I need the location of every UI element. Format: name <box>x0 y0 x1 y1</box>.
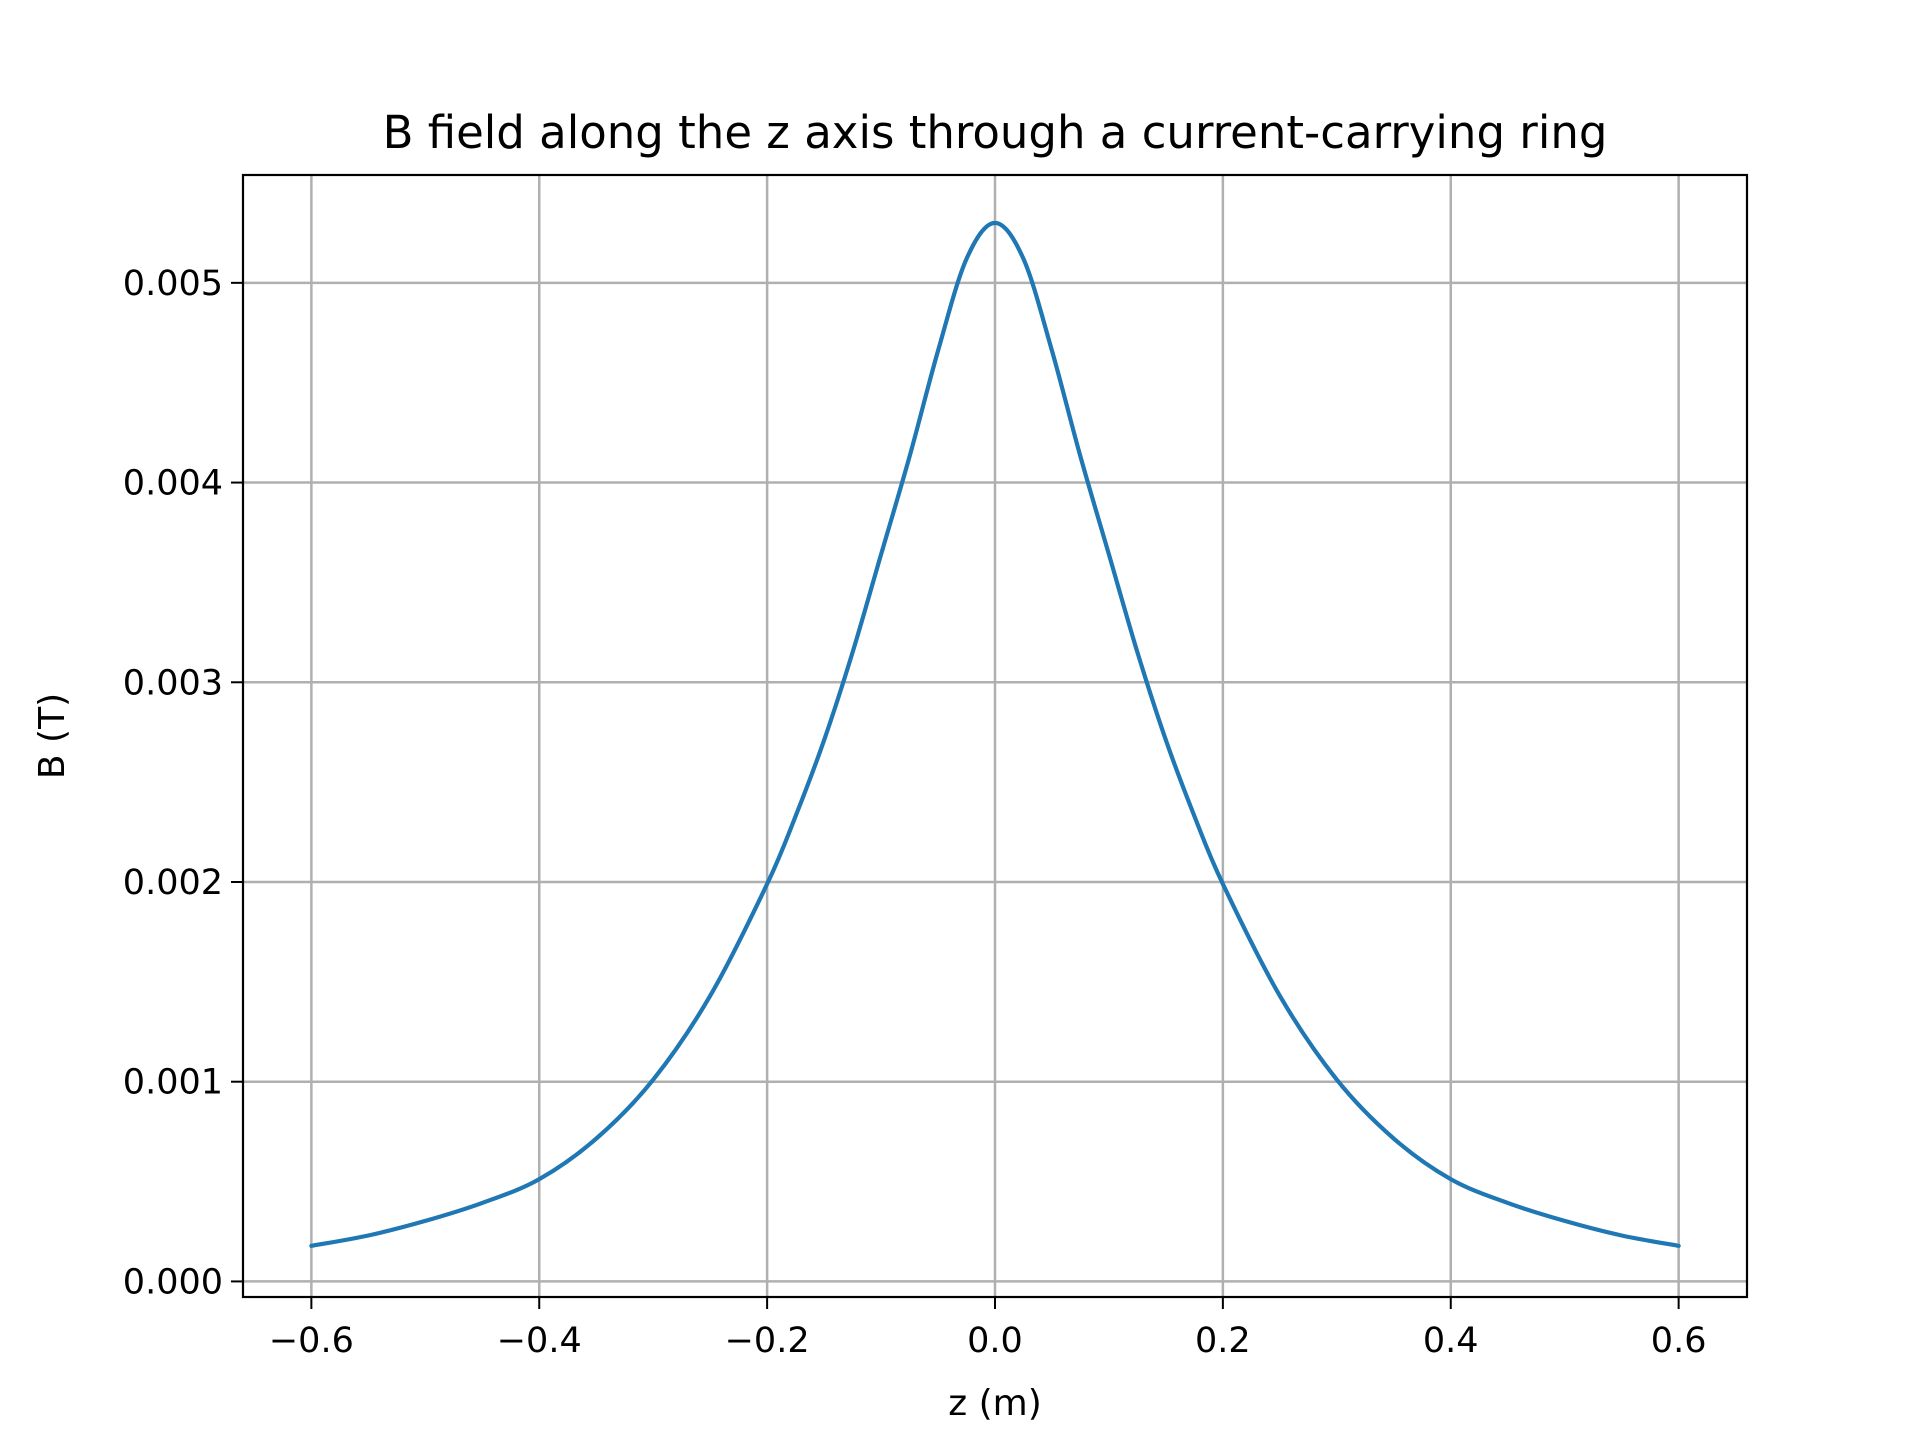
x-tick-label: 0.0 <box>967 1321 1023 1361</box>
y-tick-label: 0.005 <box>123 264 223 304</box>
grid-lines <box>243 175 1747 1297</box>
y-tick-label: 0.000 <box>123 1262 223 1302</box>
y-tick-label: 0.003 <box>123 663 223 703</box>
chart-title: B field along the z axis through a curre… <box>383 106 1608 159</box>
x-tick-label: 0.6 <box>1651 1321 1707 1361</box>
y-tick-label: 0.002 <box>123 863 223 903</box>
series-line <box>309 220 1681 1248</box>
axis-ticks: −0.6 −0.4 −0.2 0.0 0.2 0.4 0.6 0.000 0.001 0.002 0… <box>123 264 1707 1361</box>
x-tick-label: 0.4 <box>1423 1321 1479 1361</box>
x-tick-label: 0.2 <box>1195 1321 1251 1361</box>
x-axis-label: z (m) <box>948 1383 1042 1424</box>
x-tick-label: −0.4 <box>497 1321 582 1361</box>
x-tick-label: −0.6 <box>269 1321 354 1361</box>
y-tick-label: 0.001 <box>123 1063 223 1103</box>
series-layer <box>309 220 1681 1248</box>
y-axis-label: B (T) <box>32 693 73 779</box>
x-tick-label: −0.2 <box>725 1321 810 1361</box>
y-tick-label: 0.004 <box>123 464 223 504</box>
